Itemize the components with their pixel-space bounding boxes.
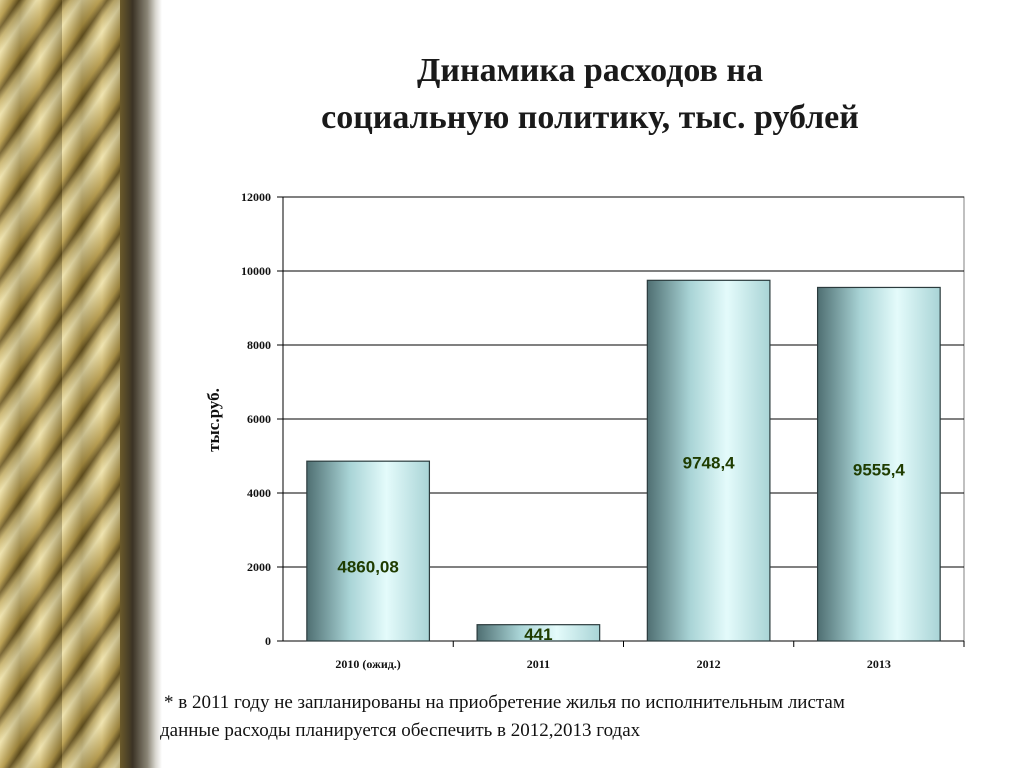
y-tick-label: 0	[265, 634, 271, 648]
chart-title-line-1: Динамика расходов на	[417, 52, 763, 89]
y-tick-label: 4000	[247, 486, 271, 500]
y-axis-title: тыс.руб.	[204, 388, 223, 452]
footnote-line-1: * в 2011 году не запланированы на приобр…	[164, 692, 845, 713]
y-tick-label: 12000	[241, 190, 271, 204]
chart-title-line-2: социальную политику, тыс. рублей	[321, 99, 859, 136]
footnote-line-2: данные расходы планируется обеспечить в …	[160, 720, 641, 741]
decorative-shadow-band	[120, 0, 162, 768]
bar-4	[816, 286, 941, 642]
x-tick-label: 2011	[527, 657, 550, 671]
x-tick-label: 2013	[867, 657, 891, 671]
y-tick-label: 2000	[247, 560, 271, 574]
bar-value-label-4: 9555,4	[853, 460, 906, 479]
y-tick-label: 10000	[241, 264, 271, 278]
bar-2	[476, 624, 601, 642]
bar-value-label-1: 4860,08	[337, 558, 398, 577]
y-tick-label: 8000	[247, 338, 271, 352]
bar-3	[646, 279, 771, 642]
bar-value-label-2: 441	[524, 625, 552, 644]
bar-value-label-3: 9748,4	[683, 453, 736, 472]
y-tick-label: 6000	[247, 412, 271, 426]
x-tick-label: 2012	[697, 657, 721, 671]
bar-1	[306, 460, 431, 642]
x-tick-label: 2010 (ожид.)	[335, 657, 400, 671]
